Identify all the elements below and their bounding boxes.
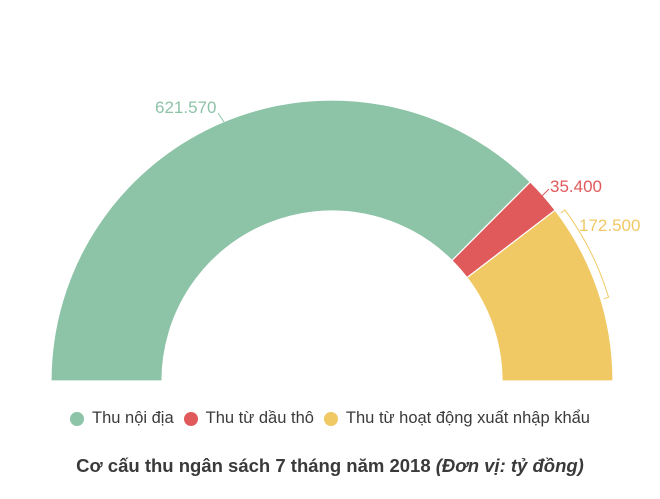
chart-title: Cơ cấu thu ngân sách 7 tháng năm 2018 (Đ… <box>0 455 660 477</box>
legend-dot-icon <box>70 411 84 426</box>
segment-domestic[interactable] <box>50 99 532 382</box>
legend: Thu nội địa Thu từ dầu thô Thu từ hoạt đ… <box>0 409 660 428</box>
value-label-import-export: 172.500 <box>579 216 640 235</box>
semicircle-donut-chart: 621.570 35.400 172.500 <box>50 98 640 382</box>
legend-dot-icon <box>183 411 198 426</box>
segment-import-export[interactable] <box>466 209 614 382</box>
chart-title-main: Cơ cấu thu ngân sách 7 tháng năm 2018 <box>76 455 431 476</box>
chart-segments <box>50 99 614 382</box>
legend-label: Thu từ dầu thô <box>205 409 314 427</box>
legend-item-crude-oil[interactable]: Thu từ dầu thô <box>183 409 314 428</box>
legend-dot-icon <box>323 411 338 426</box>
chart-title-unit: (Đơn vị: tỷ đồng) <box>435 455 584 476</box>
legend-item-domestic[interactable]: Thu nội địa <box>70 409 174 428</box>
chart-labels: 621.570 35.400 172.500 <box>155 98 640 300</box>
leader-line <box>541 188 550 197</box>
legend-label: Thu nội địa <box>92 409 174 427</box>
value-label-domestic: 621.570 <box>155 98 216 117</box>
leader-line <box>217 112 225 123</box>
legend-item-import-export[interactable]: Thu từ hoạt động xuất nhập khẩu <box>323 409 590 428</box>
value-label-crude-oil: 35.400 <box>550 177 602 196</box>
bracket-line <box>560 209 610 300</box>
legend-label: Thu từ hoạt động xuất nhập khẩu <box>345 409 590 427</box>
